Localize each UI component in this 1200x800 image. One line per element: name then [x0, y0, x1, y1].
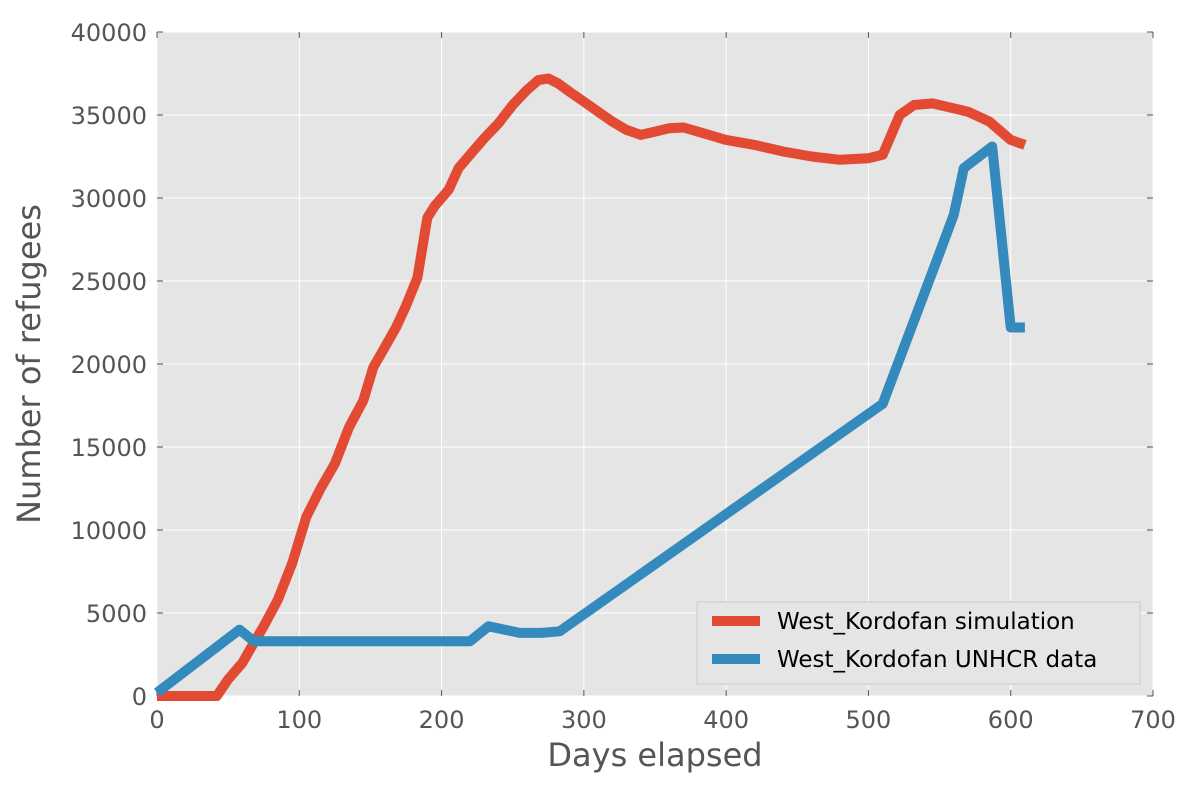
x-tick-label: 300 [561, 706, 607, 734]
x-tick-label: 500 [846, 706, 892, 734]
series-line-unhcr [153, 141, 1025, 697]
legend-label-simulation: West_Kordofan simulation [777, 609, 1075, 635]
y-tick-label: 5000 [86, 600, 147, 628]
y-tick-label: 10000 [71, 517, 147, 545]
x-tick-label: 0 [149, 706, 164, 734]
series-lines [153, 73, 1027, 701]
y-tick-label: 25000 [71, 268, 147, 296]
legend-label-unhcr: West_Kordofan UNHCR data [777, 647, 1097, 673]
x-tick-label: 400 [703, 706, 749, 734]
x-tick-labels: 0 100 200 300 400 500 600 700 [149, 706, 1176, 734]
axis-ticks [156, 31, 1154, 697]
legend: West_Kordofan simulation West_Kordofan U… [696, 601, 1141, 685]
y-tick-label: 0 [132, 683, 147, 711]
y-tick-labels: 0 5000 10000 15000 20000 25000 30000 35000 40000 [71, 19, 147, 711]
y-tick-label: 35000 [71, 102, 147, 130]
y-tick-label: 20000 [71, 351, 147, 379]
legend-box [696, 601, 1141, 685]
x-tick-label: 200 [419, 706, 465, 734]
x-tick-label: 600 [988, 706, 1034, 734]
y-axis-label: Number of refugees [10, 204, 48, 524]
series-line-simulation [157, 73, 1027, 701]
y-tick-label: 40000 [71, 19, 147, 47]
x-axis-label: Days elapsed [547, 736, 762, 774]
y-tick-label: 15000 [71, 434, 147, 462]
x-tick-label: 100 [276, 706, 322, 734]
y-tick-label: 30000 [71, 185, 147, 213]
x-tick-label: 700 [1130, 706, 1176, 734]
